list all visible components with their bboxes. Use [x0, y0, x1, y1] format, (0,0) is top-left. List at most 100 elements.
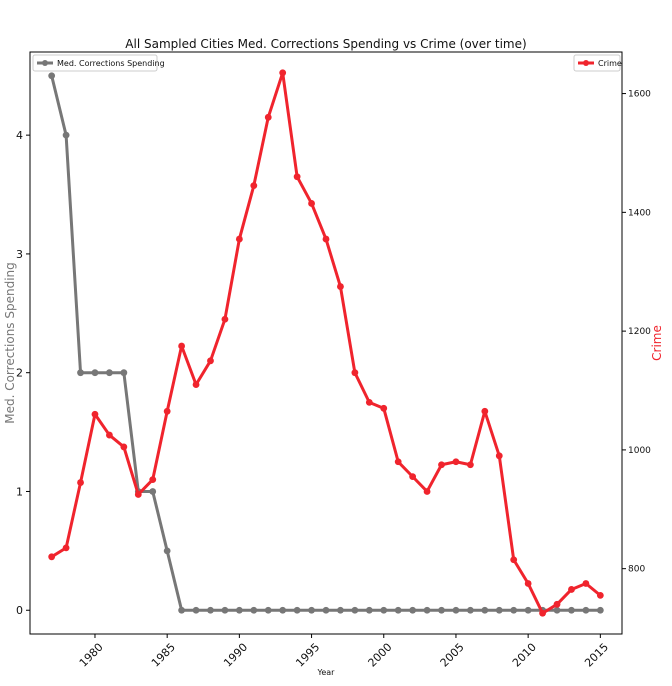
- crime-point: [380, 404, 388, 412]
- spending-point: [308, 606, 315, 614]
- crime-point: [134, 491, 142, 498]
- spending-point: [495, 606, 503, 614]
- spending-point: [365, 606, 373, 614]
- crime-point: [91, 410, 99, 418]
- crime-point: [207, 357, 214, 365]
- crime-point: [106, 431, 113, 439]
- crime-series: [48, 69, 604, 617]
- spending-point: [438, 606, 445, 614]
- x-axis: 1980 1985 1990 1995 2000 2005 2010 2015: [77, 634, 611, 670]
- spending-point: [481, 606, 489, 614]
- x-tick-label: 2015: [582, 641, 611, 670]
- crime-point: [394, 458, 402, 466]
- x-tick-label: 2010: [510, 641, 539, 670]
- spending-point: [250, 606, 258, 614]
- spending-point: [48, 72, 56, 80]
- legend-crime-box: [573, 54, 621, 72]
- x-tick-label: 2000: [366, 641, 395, 670]
- crime-point: [365, 398, 373, 406]
- y-left-tick-label: 2: [16, 367, 23, 380]
- spending-point: [380, 606, 388, 614]
- spending-point: [149, 488, 157, 495]
- crime-point: [582, 580, 590, 587]
- spending-point: [221, 606, 229, 614]
- crime-point: [293, 173, 301, 181]
- y-right-tick-label: 1400: [628, 208, 651, 218]
- y-left-tick-label: 1: [16, 485, 23, 498]
- x-tick-label: 1990: [221, 641, 250, 670]
- legend-spending-box: [32, 54, 158, 72]
- spending-point: [77, 369, 84, 377]
- crime-point: [524, 580, 532, 587]
- y-right-tick-label: 1600: [628, 90, 651, 100]
- y-left-tick-label: 0: [16, 604, 23, 617]
- crime-point: [77, 479, 84, 486]
- crime-point: [235, 235, 243, 243]
- spending-point: [264, 606, 272, 614]
- y-left-tick-label: 4: [16, 129, 23, 142]
- spending-point: [582, 606, 590, 614]
- crime-point: [120, 443, 128, 451]
- spending-point: [207, 606, 214, 614]
- crime-point: [62, 544, 70, 552]
- crime-point: [481, 407, 489, 415]
- spending-point: [91, 369, 99, 377]
- spending-point: [62, 131, 70, 139]
- spending-point: [596, 606, 604, 614]
- crime-point: [466, 461, 474, 469]
- spending-point: [322, 606, 330, 614]
- spending-point: [120, 369, 128, 377]
- plot-frame: [29, 51, 623, 635]
- spending-point: [351, 606, 359, 614]
- crime-point: [495, 452, 503, 460]
- y-right-tick-label: 1000: [628, 446, 651, 456]
- crime-point: [163, 407, 171, 415]
- spending-point: [568, 606, 575, 614]
- spending-point: [466, 606, 474, 614]
- crime-point: [279, 69, 287, 77]
- spending-point: [235, 606, 243, 614]
- crime-point: [409, 473, 417, 481]
- crime-point: [337, 283, 344, 290]
- y-axis-left: 0 1 2 3 4: [16, 129, 30, 617]
- legend-crime-label: Crime: [598, 59, 622, 68]
- spending-series: [48, 72, 604, 614]
- y-right-tick-label: 1200: [628, 327, 651, 337]
- crime-point: [192, 381, 200, 388]
- chart-title: All Sampled Cities Med. Corrections Spen…: [125, 37, 526, 51]
- spending-point: [192, 606, 200, 614]
- legend-spending-marker: [42, 60, 48, 66]
- crime-point: [178, 342, 186, 350]
- legend-spending: Med. Corrections Spending: [32, 54, 165, 72]
- crime-point: [539, 609, 546, 617]
- crime-point: [250, 182, 258, 190]
- y-left-tick-label: 3: [16, 248, 23, 261]
- crime-line: [50, 71, 602, 615]
- y-axis-left-label: Med. Corrections Spending: [3, 262, 17, 424]
- spending-point: [178, 606, 186, 614]
- crime-point: [221, 315, 229, 323]
- spending-line: [50, 75, 601, 612]
- spending-point: [553, 606, 561, 614]
- legend-crime: Crime: [573, 54, 622, 72]
- crime-point: [351, 369, 359, 377]
- crime-point: [452, 458, 460, 466]
- x-tick-label: 1995: [293, 641, 322, 670]
- x-axis-label: Year: [317, 668, 336, 677]
- spending-point: [409, 606, 417, 614]
- crime-point: [568, 586, 575, 593]
- spending-point: [452, 606, 460, 614]
- y-axis-right-label: Crime: [650, 325, 664, 361]
- crime-point: [264, 113, 272, 121]
- crime-point: [438, 461, 445, 469]
- spending-point: [163, 547, 171, 555]
- crime-point: [596, 591, 604, 599]
- y-axis-right: 800 1000 1200 1400 1600: [622, 90, 651, 575]
- spending-point: [106, 369, 113, 377]
- crime-point: [553, 600, 561, 608]
- spending-point: [394, 606, 402, 614]
- spending-point: [293, 606, 301, 614]
- x-tick-label: 2005: [438, 641, 467, 670]
- spending-point: [279, 606, 287, 614]
